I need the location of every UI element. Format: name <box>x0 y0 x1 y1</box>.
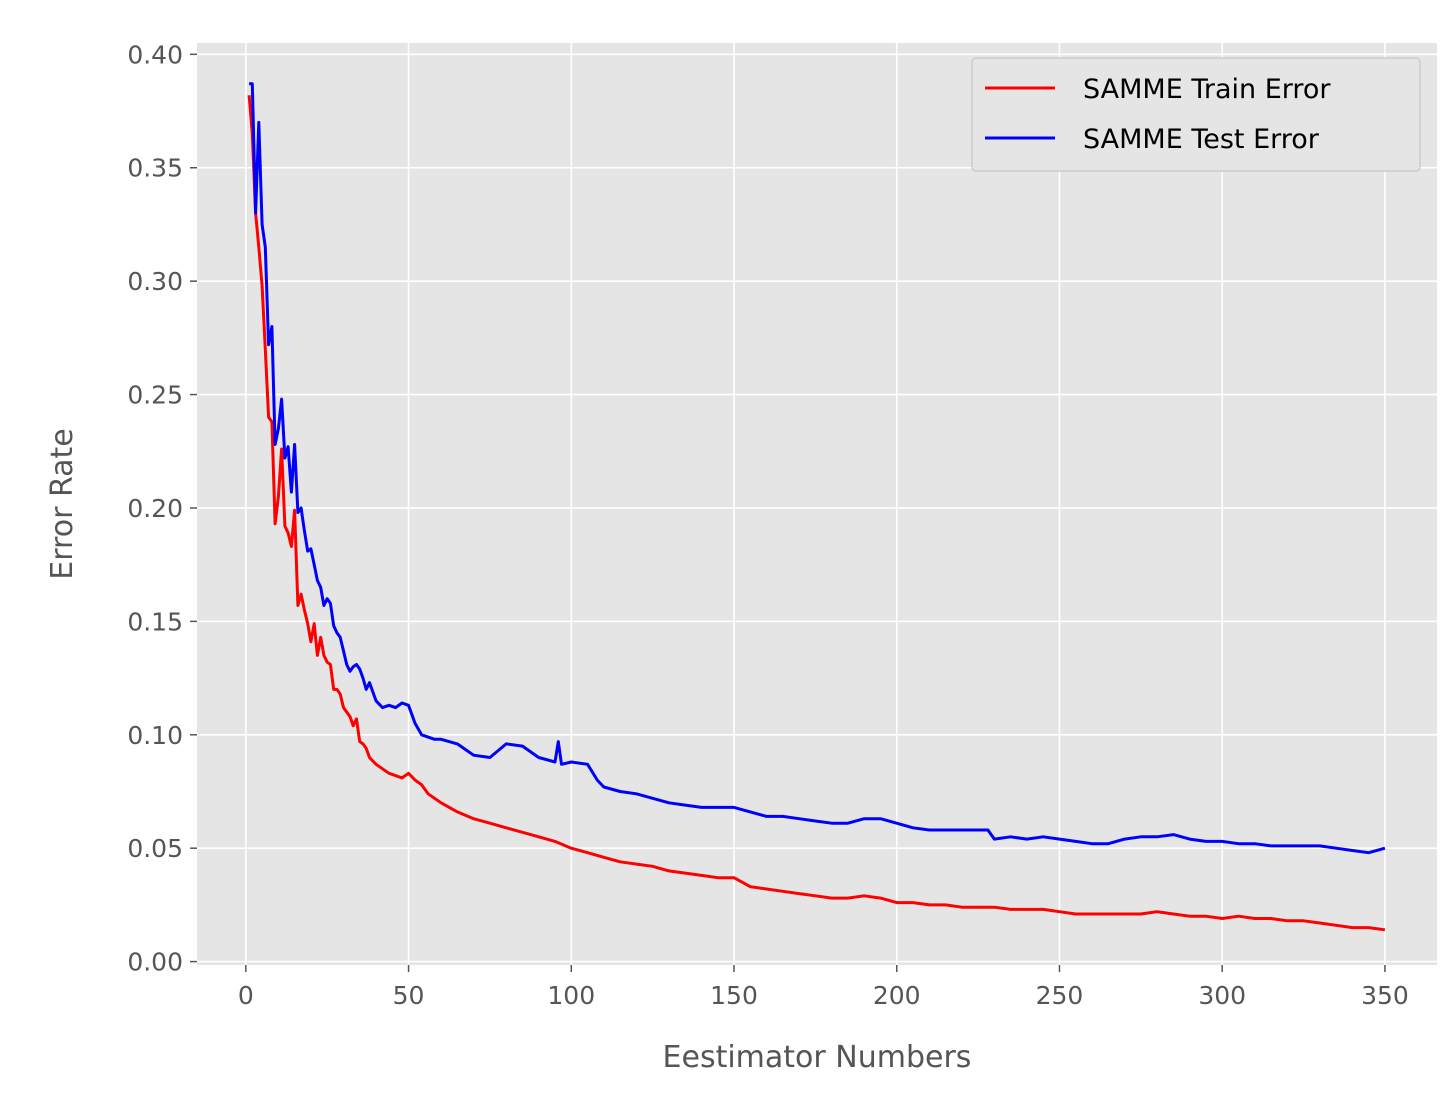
y-tick-label: 0.35 <box>127 154 183 183</box>
y-tick-label: 0.40 <box>127 40 183 69</box>
x-tick-label: 350 <box>1361 981 1409 1010</box>
ticks: 0 50 100 150 200 250 300 350 0.00 0.05 0.10 0.15 0.2… <box>127 40 1408 1010</box>
plot-area <box>197 43 1437 965</box>
y-tick-label: 0.15 <box>127 607 183 636</box>
x-axis-label: Eestimator Numbers <box>663 1040 972 1075</box>
y-tick-label: 0.10 <box>127 721 183 750</box>
y-tick-label: 0.25 <box>127 381 183 410</box>
y-tick-label: 0.20 <box>127 494 183 523</box>
legend: SAMME Train Error SAMME Test Error <box>971 57 1421 172</box>
x-tick-label: 150 <box>710 981 758 1010</box>
grid <box>197 43 1437 965</box>
x-tick-label: 0 <box>238 981 254 1010</box>
y-tick-label: 0.05 <box>127 834 183 863</box>
x-tick-label: 200 <box>873 981 921 1010</box>
legend-label-test: SAMME Test Error <box>1083 124 1320 155</box>
x-tick-label: 50 <box>393 981 425 1010</box>
test-error-line <box>249 82 1386 855</box>
legend-label-train: SAMME Train Error <box>1083 74 1331 105</box>
legend-box <box>971 57 1421 172</box>
y-tick-label: 0.30 <box>127 267 183 296</box>
series-layer <box>247 82 1386 932</box>
x-tick-label: 300 <box>1198 981 1246 1010</box>
x-tick-label: 250 <box>1036 981 1084 1010</box>
y-tick-label: 0.00 <box>127 948 183 977</box>
train-error-line <box>247 95 1386 932</box>
x-tick-label: 100 <box>547 981 595 1010</box>
y-axis-label: Error Rate <box>45 428 80 579</box>
